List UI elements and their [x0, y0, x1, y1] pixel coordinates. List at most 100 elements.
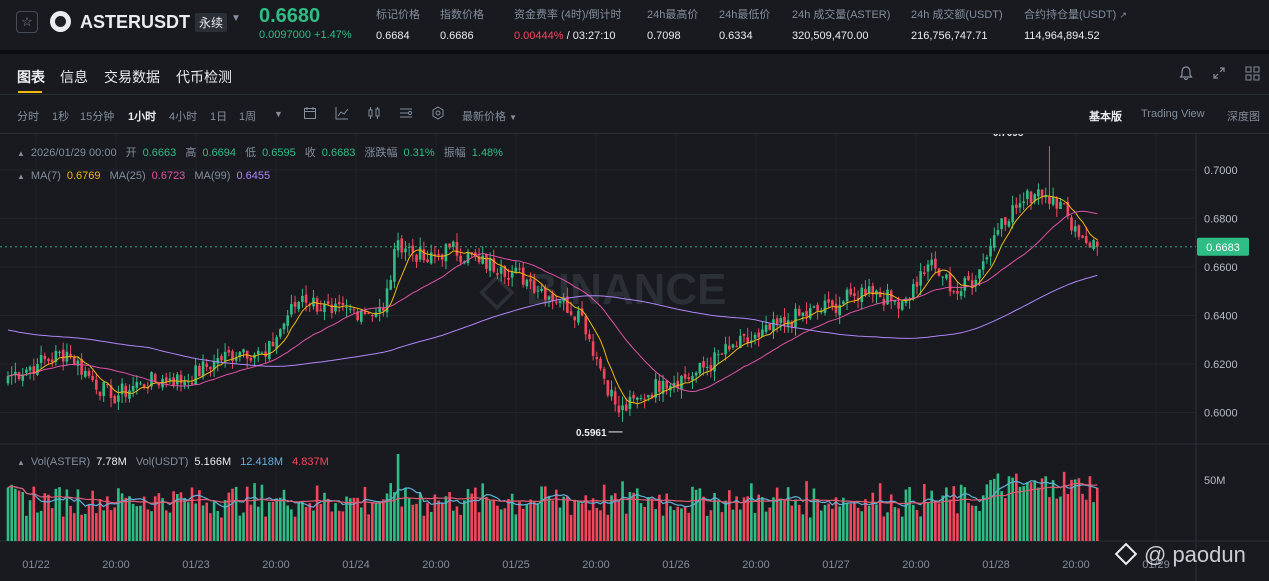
stat-24h-turnover: 24h 成交额(USDT) 216,756,747.71	[911, 6, 1003, 42]
interval-timeline[interactable]: 分时	[17, 111, 39, 123]
candle-body	[1051, 196, 1055, 205]
volume-bar	[470, 493, 473, 541]
volume-bar	[654, 509, 657, 541]
view-tradingview[interactable]: Trading View	[1141, 108, 1205, 120]
volume-bar	[658, 494, 661, 541]
volume-bar	[853, 502, 856, 541]
volume-bar	[750, 483, 753, 541]
volume-bar	[867, 506, 871, 541]
volume-bar	[507, 498, 510, 541]
candle-body	[418, 247, 422, 260]
candle-body	[761, 329, 764, 337]
time-axis: 01/22 20:00 01/23 20:00 01/24 20:00 01/25 20:00…	[22, 559, 1170, 571]
tab-chart[interactable]: 图表	[17, 69, 45, 85]
candle-body	[1003, 217, 1007, 225]
volume-bar	[1088, 476, 1092, 541]
volume-bar	[540, 486, 543, 541]
interval-15m[interactable]: 15分钟	[80, 111, 115, 123]
candle-body	[124, 385, 128, 397]
volume-bar	[621, 481, 624, 541]
candle-body	[632, 394, 635, 399]
stat-label: 24h 成交额(USDT)	[911, 9, 1003, 21]
candle-body	[845, 289, 849, 302]
candle-body	[691, 376, 694, 381]
bell-icon[interactable]	[1178, 66, 1194, 82]
price-tick: 0.6800	[1204, 213, 1238, 225]
tab-info[interactable]: 信息	[60, 69, 88, 85]
settings-icon[interactable]	[430, 106, 446, 122]
price-chart[interactable]: ◇ BINANCE 0.70000.68000.66000.64000.6200…	[0, 134, 1269, 581]
view-basic[interactable]: 基本版	[1089, 111, 1122, 123]
interval-1d[interactable]: 1日	[210, 111, 228, 123]
candle-body	[168, 378, 172, 381]
volume-bar	[992, 478, 996, 541]
tab-token-check[interactable]: 代币检测	[176, 69, 232, 85]
symbol-dropdown-icon[interactable]: ▼	[231, 13, 241, 24]
candle-body	[371, 314, 374, 317]
stat-value: 0.6684	[376, 30, 410, 42]
volume-bar	[47, 494, 50, 541]
active-tab-indicator	[18, 91, 42, 93]
collapse-icon[interactable]: ▲	[17, 458, 25, 467]
candle-body	[676, 380, 680, 388]
volume-bar	[1029, 482, 1033, 541]
candle-body	[271, 341, 275, 347]
layout-grid-icon[interactable]	[1244, 66, 1260, 82]
candle-body	[694, 372, 698, 376]
ma99-label: MA(99)	[194, 170, 231, 182]
volume-bar	[433, 494, 437, 541]
volume-bar	[323, 492, 326, 541]
candle-body	[264, 351, 267, 357]
candle-body	[161, 378, 164, 388]
external-link-icon[interactable]: ↗	[1119, 10, 1127, 20]
candle-body	[382, 307, 385, 311]
price-type-select[interactable]: 最新价格 ▼	[462, 108, 517, 124]
volume-bar	[242, 512, 245, 541]
volume-bar	[448, 492, 451, 541]
volume-bar	[422, 515, 426, 541]
stat-value: 216,756,747.71	[911, 30, 988, 42]
candle-body	[543, 287, 547, 300]
symbol-name[interactable]: ASTERUSDT	[80, 12, 191, 32]
volume-bar	[485, 497, 488, 541]
calendar-icon[interactable]	[302, 106, 318, 122]
volume-bar	[1070, 479, 1073, 541]
indicator-line-icon[interactable]	[334, 106, 350, 122]
volume-bar	[639, 503, 643, 541]
candle-body	[304, 294, 308, 303]
favorite-star-icon[interactable]: ☆	[16, 11, 38, 33]
candle-body	[547, 296, 551, 300]
expand-icon[interactable]	[1211, 66, 1227, 82]
candle-body	[739, 335, 742, 348]
candle-body	[297, 302, 301, 310]
volume-bar	[168, 512, 172, 541]
volume-bar	[996, 473, 1000, 541]
interval-1w[interactable]: 1周	[239, 111, 257, 123]
interval-dropdown-icon[interactable]: ▼	[274, 109, 283, 119]
interval-1h[interactable]: 1小时	[128, 111, 157, 123]
volume-bar	[315, 485, 319, 541]
stat-funding-rate[interactable]: 资金费率 (4时)/倒计时 0.00444% / 03:27:10	[514, 6, 622, 42]
volume-bar	[455, 506, 459, 541]
candle-body	[805, 310, 808, 317]
interval-1s[interactable]: 1秒	[52, 111, 70, 123]
candle-body	[43, 355, 47, 360]
volume-bar	[120, 493, 124, 541]
candle-body	[521, 267, 525, 285]
candle-body	[584, 316, 588, 335]
candle-style-icon[interactable]	[366, 106, 382, 122]
drawing-tools-icon[interactable]	[398, 106, 414, 122]
volume-bar	[963, 487, 967, 541]
collapse-icon[interactable]: ▲	[17, 149, 25, 158]
volume-bar	[1044, 476, 1048, 541]
volume-bar	[54, 488, 58, 541]
collapse-icon[interactable]: ▲	[17, 172, 25, 181]
volume-bar	[584, 495, 588, 541]
view-depth[interactable]: 深度图	[1227, 111, 1260, 123]
stat-open-interest[interactable]: 合约持仓量(USDT) ↗ 114,964,894.52	[1024, 6, 1127, 42]
interval-4h[interactable]: 4小时	[169, 111, 198, 123]
candle-body	[1037, 189, 1040, 197]
time-tick: 20:00	[582, 559, 610, 571]
tab-trading-data[interactable]: 交易数据	[104, 69, 160, 85]
candle-body	[945, 274, 948, 279]
